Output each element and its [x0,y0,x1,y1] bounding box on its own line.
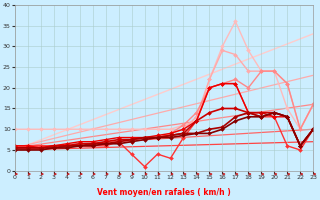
X-axis label: Vent moyen/en rafales ( km/h ): Vent moyen/en rafales ( km/h ) [97,188,231,197]
